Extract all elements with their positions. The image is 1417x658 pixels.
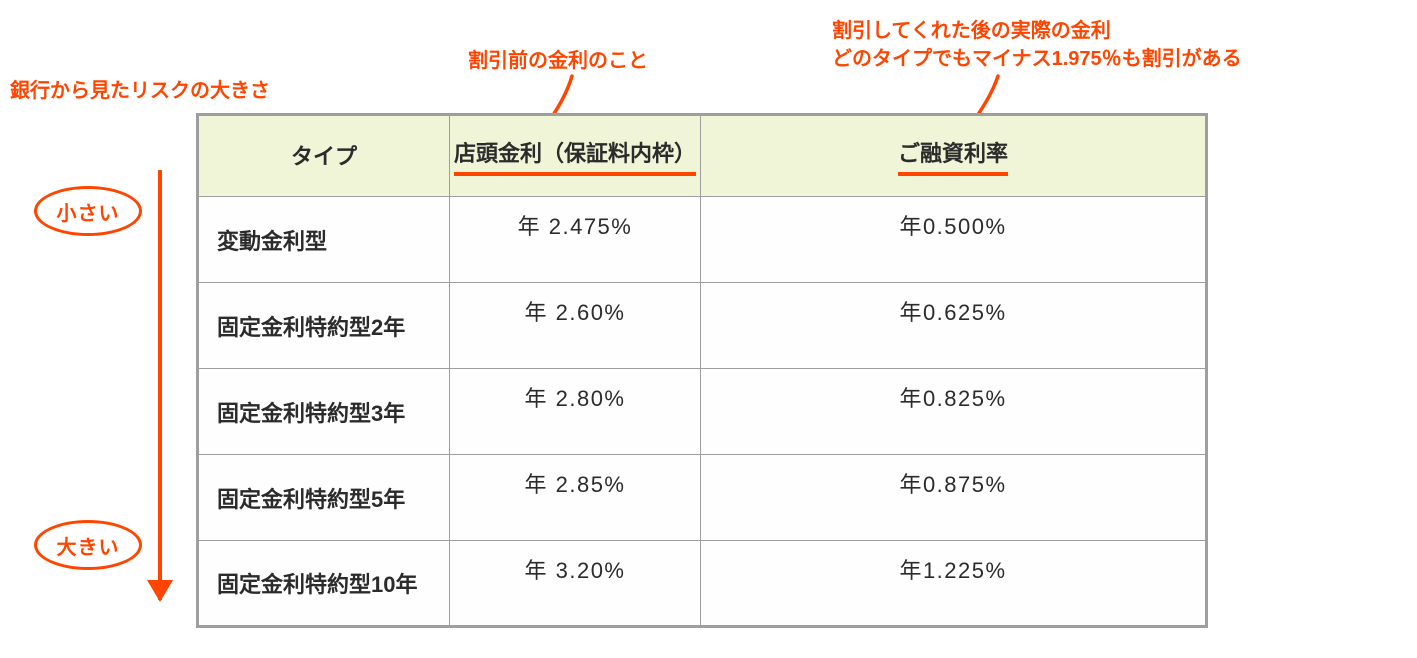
cell-type: 固定金利特約型5年 [198,455,450,541]
table-row: 固定金利特約型3年 年 2.80% 年0.825% [198,369,1207,455]
cell-type: 固定金利特約型10年 [198,541,450,627]
col-header-type: タイプ [198,115,450,197]
risk-axis-label: 銀行から見たリスクの大きさ [10,78,270,104]
cell-rate2: 年0.625% [701,283,1207,369]
table-row: 変動金利型 年 2.475% 年0.500% [198,197,1207,283]
cell-rate1: 年 2.475% [450,197,701,283]
col3-annotation-line2: どのタイプでもマイナス1.975％も割引がある [832,46,1242,72]
cell-rate2: 年0.875% [701,455,1207,541]
risk-arrow-icon [158,170,162,600]
col-header-rate1: 店頭金利（保証料内枠） [450,115,701,197]
cell-rate2: 年1.225% [701,541,1207,627]
cell-rate1: 年 2.85% [450,455,701,541]
col-header-rate2: ご融資利率 [701,115,1207,197]
risk-large-badge: 大きい [34,520,142,570]
rate-table-container: タイプ 店頭金利（保証料内枠） ご融資利率 変動金利型 年 2.475% 年0.… [196,113,1208,628]
risk-small-badge: 小さい [34,186,142,236]
cell-type: 固定金利特約型2年 [198,283,450,369]
col3-annotation-line1: 割引してくれた後の実際の金利 [832,18,1111,44]
col2-annotation: 割引前の金利のこと [468,48,648,74]
cell-rate2: 年0.500% [701,197,1207,283]
table-row: 固定金利特約型5年 年 2.85% 年0.875% [198,455,1207,541]
rate-table: タイプ 店頭金利（保証料内枠） ご融資利率 変動金利型 年 2.475% 年0.… [196,113,1208,628]
cell-rate1: 年 2.60% [450,283,701,369]
rate-table-body: 変動金利型 年 2.475% 年0.500% 固定金利特約型2年 年 2.60%… [198,197,1207,627]
cell-type: 固定金利特約型3年 [198,369,450,455]
cell-rate1: 年 3.20% [450,541,701,627]
table-header-row: タイプ 店頭金利（保証料内枠） ご融資利率 [198,115,1207,197]
col-header-rate2-text: ご融資利率 [898,137,1008,176]
cell-rate1: 年 2.80% [450,369,701,455]
col-header-type-text: タイプ [291,144,357,169]
table-row: 固定金利特約型10年 年 3.20% 年1.225% [198,541,1207,627]
table-row: 固定金利特約型2年 年 2.60% 年0.625% [198,283,1207,369]
cell-type: 変動金利型 [198,197,450,283]
cell-rate2: 年0.825% [701,369,1207,455]
col-header-rate1-text: 店頭金利（保証料内枠） [454,137,696,176]
